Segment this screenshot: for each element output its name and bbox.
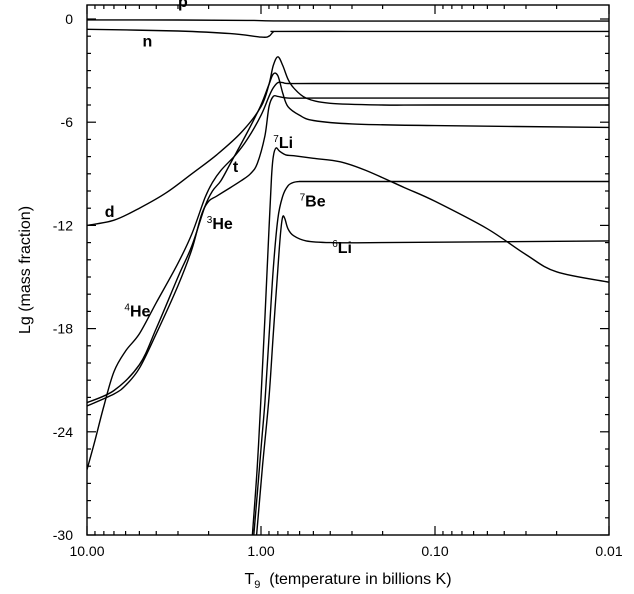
label-3He-mass-number: 3 bbox=[207, 215, 213, 226]
x-axis-ticks: 10.00 1.00 0.10 0.01 bbox=[69, 5, 623, 559]
y-axis-ticks: 0 -6 -12 -18 -24 -30 bbox=[53, 11, 609, 543]
label-p: p bbox=[178, 0, 188, 11]
y-tick-label: 0 bbox=[65, 11, 73, 27]
x-axis-title: T9 (temperature in billions K) bbox=[244, 571, 451, 591]
curve-n bbox=[87, 28, 609, 38]
curve-d bbox=[87, 56, 609, 227]
curve-6Li bbox=[255, 215, 609, 535]
curve-3He bbox=[87, 72, 609, 404]
label-4He-mass-number: 4 bbox=[124, 303, 130, 314]
label-d: d bbox=[105, 204, 115, 221]
x-axis-title-rest: (temperature in billions K) bbox=[260, 571, 451, 588]
x-tick-label: 10.00 bbox=[69, 543, 104, 559]
curve-7Be bbox=[253, 180, 609, 535]
y-tick-label: -24 bbox=[53, 424, 73, 440]
x-tick-label: 0.10 bbox=[421, 543, 448, 559]
y-tick-label: -12 bbox=[53, 217, 73, 233]
label-7Be-symbol: Be bbox=[305, 194, 326, 211]
label-4He-symbol: He bbox=[130, 304, 151, 321]
y-tick-label: -6 bbox=[61, 114, 74, 130]
plot-frame bbox=[86, 4, 610, 536]
label-n: n bbox=[143, 34, 153, 51]
label-4He: 4He bbox=[124, 303, 150, 321]
label-7Be: 7Be bbox=[300, 193, 326, 211]
curves-group bbox=[87, 19, 609, 535]
label-7Be-mass-number: 7 bbox=[300, 193, 306, 204]
label-7Li: 7Li bbox=[273, 134, 293, 152]
label-6Li: 6Li bbox=[332, 239, 352, 257]
curve-t bbox=[87, 94, 609, 407]
label-6Li-mass-number: 6 bbox=[332, 239, 338, 250]
x-tick-label: 0.01 bbox=[595, 543, 622, 559]
x-axis-title-main: T bbox=[244, 571, 254, 588]
curve-7Li bbox=[251, 147, 609, 535]
label-3He-symbol: He bbox=[212, 216, 233, 233]
label-7Li-mass-number: 7 bbox=[273, 134, 279, 145]
y-tick-label: -30 bbox=[53, 527, 73, 543]
y-tick-label: -18 bbox=[53, 321, 73, 337]
x-axis-title-sub: 9 bbox=[254, 579, 260, 591]
label-6Li-symbol: Li bbox=[338, 240, 352, 257]
label-3He: 3He bbox=[207, 215, 233, 233]
y-axis-title: Lg (mass fraction) bbox=[17, 206, 34, 334]
curve-p bbox=[87, 19, 609, 22]
curve-4He bbox=[87, 81, 609, 470]
label-t: t bbox=[233, 159, 239, 176]
label-7Li-symbol: Li bbox=[279, 135, 293, 152]
x-tick-label: 1.00 bbox=[247, 543, 274, 559]
